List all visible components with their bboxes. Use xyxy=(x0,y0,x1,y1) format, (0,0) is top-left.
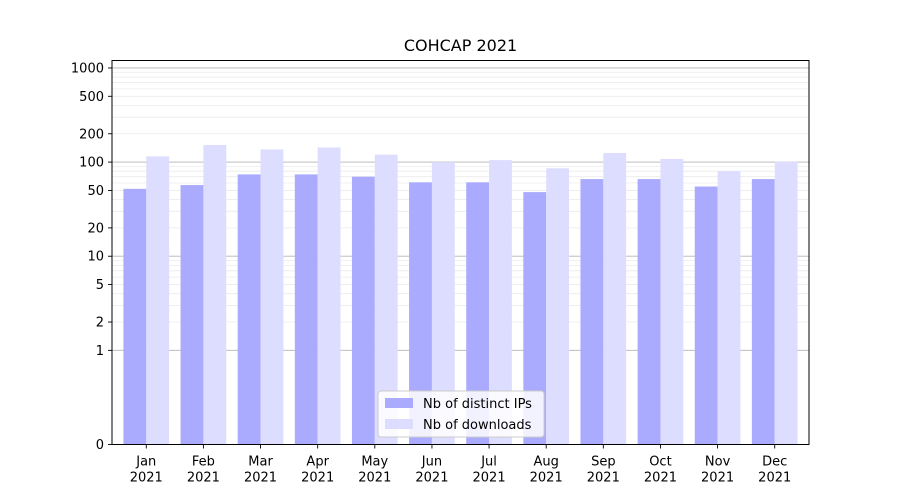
legend-box xyxy=(377,390,545,438)
bar xyxy=(523,192,547,445)
y-tick-label: 200 xyxy=(79,127,104,142)
bar xyxy=(774,161,798,445)
x-tick-label-year: 2021 xyxy=(415,471,448,486)
y-tick-label: 50 xyxy=(87,184,104,199)
bar xyxy=(294,174,318,445)
chart-title: COHCAP 2021 xyxy=(404,36,517,55)
x-tick-label-year: 2021 xyxy=(244,471,277,486)
x-tick-label-month: Jan xyxy=(135,455,156,470)
y-axis: 0 1 2 5 10 20 50 100 200 500 1000 xyxy=(71,61,112,453)
x-tick-label-month: Apr xyxy=(306,455,329,470)
x-tick-label-month: Aug xyxy=(534,455,559,470)
x-tick-label-month: Jun xyxy=(421,455,442,470)
bar xyxy=(146,156,170,445)
bar xyxy=(123,188,147,445)
bar xyxy=(466,182,490,445)
plot-frame xyxy=(111,60,810,445)
x-tick-label-year: 2021 xyxy=(301,471,334,486)
x-tick-label-month: Dec xyxy=(762,455,787,470)
grid xyxy=(112,67,809,351)
legend-swatch xyxy=(385,419,413,429)
y-tick-label: 100 xyxy=(79,156,104,171)
y-tick-label: 20 xyxy=(87,221,104,236)
bar xyxy=(751,179,775,445)
bar xyxy=(660,158,684,445)
bar xyxy=(717,171,741,445)
x-tick-label-year: 2021 xyxy=(473,471,506,486)
x-tick-label-year: 2021 xyxy=(644,471,677,486)
y-tick-label: 500 xyxy=(79,90,104,105)
x-tick-label-year: 2021 xyxy=(758,471,791,486)
bar xyxy=(374,154,398,445)
x-axis: Jan2021Feb2021Mar2021Apr2021May2021Jun20… xyxy=(130,444,791,486)
x-tick-label-month: Sep xyxy=(591,455,616,470)
bar xyxy=(546,168,570,445)
bar xyxy=(237,174,261,445)
x-tick-label-year: 2021 xyxy=(187,471,220,486)
x-tick-label-year: 2021 xyxy=(701,471,734,486)
y-tick-label: 0 xyxy=(96,438,104,453)
bar xyxy=(603,152,627,445)
bar xyxy=(431,162,455,445)
x-tick-label-month: Jul xyxy=(480,455,497,470)
x-tick-label-year: 2021 xyxy=(530,471,563,486)
x-tick-label-year: 2021 xyxy=(587,471,620,486)
bar xyxy=(694,186,718,445)
bar xyxy=(409,182,432,445)
bar xyxy=(180,185,204,445)
bar xyxy=(580,179,604,445)
x-tick-label-year: 2021 xyxy=(358,471,391,486)
bar xyxy=(317,147,341,445)
y-tick-label: 10 xyxy=(87,250,104,265)
bar xyxy=(351,176,375,445)
bar xyxy=(203,144,227,445)
legend-label: Nb of downloads xyxy=(423,418,532,433)
y-tick-label: 5 xyxy=(96,278,104,293)
y-tick-label: 1 xyxy=(96,344,104,359)
x-tick-label-year: 2021 xyxy=(130,471,163,486)
x-tick-label-month: Nov xyxy=(705,455,731,470)
bar xyxy=(260,149,284,445)
legend: Nb of distinct IPs Nb of downloads xyxy=(377,390,545,438)
legend-label: Nb of distinct IPs xyxy=(423,397,532,412)
legend-swatch xyxy=(385,398,413,408)
x-tick-label-month: Oct xyxy=(649,455,671,470)
x-tick-label-month: May xyxy=(361,455,388,470)
y-tick-label: 1000 xyxy=(71,61,104,76)
x-tick-label-month: Feb xyxy=(192,455,215,470)
bars xyxy=(123,144,798,445)
x-tick-label-month: Mar xyxy=(248,455,273,470)
bar xyxy=(489,160,512,445)
bar xyxy=(637,179,661,445)
y-tick-label: 2 xyxy=(96,316,104,331)
